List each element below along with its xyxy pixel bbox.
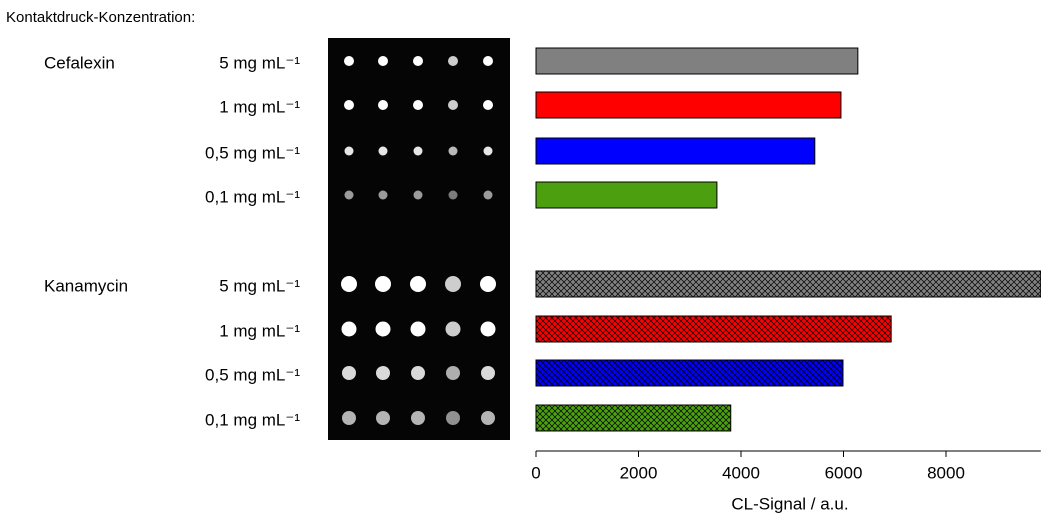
spot: [446, 411, 460, 425]
spot: [413, 56, 423, 66]
spot: [483, 100, 493, 110]
bar: [536, 92, 841, 118]
spot: [484, 191, 493, 200]
spot: [375, 276, 391, 292]
category-label: 5 mg mL⁻¹: [219, 53, 300, 72]
spot: [344, 100, 354, 110]
spot: [414, 147, 423, 156]
spot: [411, 411, 425, 425]
spot: [341, 276, 357, 292]
spot: [414, 191, 423, 200]
spot: [378, 56, 388, 66]
x-tick-label: 2000: [620, 463, 658, 482]
bar: [536, 138, 815, 164]
bar: [536, 271, 1041, 297]
spot: [484, 147, 493, 156]
spot: [345, 147, 354, 156]
bar: [536, 48, 858, 74]
spot: [344, 56, 354, 66]
spot: [376, 322, 391, 337]
spot: [345, 191, 354, 200]
spot: [448, 56, 458, 66]
spot: [376, 366, 390, 380]
spot: [411, 322, 426, 337]
bar: [536, 405, 731, 431]
spot: [448, 100, 458, 110]
spot: [410, 276, 426, 292]
spot: [342, 366, 356, 380]
chart-title: Kontaktdruck-Konzentration:: [6, 9, 195, 26]
category-label: 0,5 mg mL⁻¹: [205, 143, 300, 162]
category-label: 1 mg mL⁻¹: [219, 321, 300, 340]
spot: [378, 100, 388, 110]
group-label: Cefalexin: [44, 53, 115, 72]
spot: [445, 276, 461, 292]
spot: [376, 411, 390, 425]
x-tick-label: 6000: [825, 463, 863, 482]
spot: [449, 147, 458, 156]
spot: [481, 322, 496, 337]
x-tick-label: 4000: [722, 463, 760, 482]
spot: [446, 322, 461, 337]
x-tick-label: 0: [531, 463, 540, 482]
spot: [411, 366, 425, 380]
spot: [483, 56, 493, 66]
category-label: 1 mg mL⁻¹: [219, 97, 300, 116]
bar: [536, 316, 891, 342]
spot: [379, 191, 388, 200]
spot: [342, 411, 356, 425]
group-label: Kanamycin: [44, 276, 128, 295]
spot: [481, 411, 495, 425]
bar: [536, 182, 717, 208]
category-label: 0,5 mg mL⁻¹: [205, 365, 300, 384]
bar: [536, 360, 843, 386]
category-label: 0,1 mg mL⁻¹: [205, 187, 300, 206]
spot: [480, 276, 496, 292]
spot: [481, 366, 495, 380]
figure: Kontaktdruck-Konzentration: Cefalexin 5 m…: [0, 0, 1041, 517]
spot: [379, 147, 388, 156]
x-axis-label: CL-Signal / a.u.: [731, 494, 848, 513]
spot: [342, 322, 357, 337]
spot: [449, 191, 458, 200]
category-label: 5 mg mL⁻¹: [219, 276, 300, 295]
spot: [446, 366, 460, 380]
spot: [413, 100, 423, 110]
x-tick-label: 8000: [927, 463, 965, 482]
category-label: 0,1 mg mL⁻¹: [205, 410, 300, 429]
